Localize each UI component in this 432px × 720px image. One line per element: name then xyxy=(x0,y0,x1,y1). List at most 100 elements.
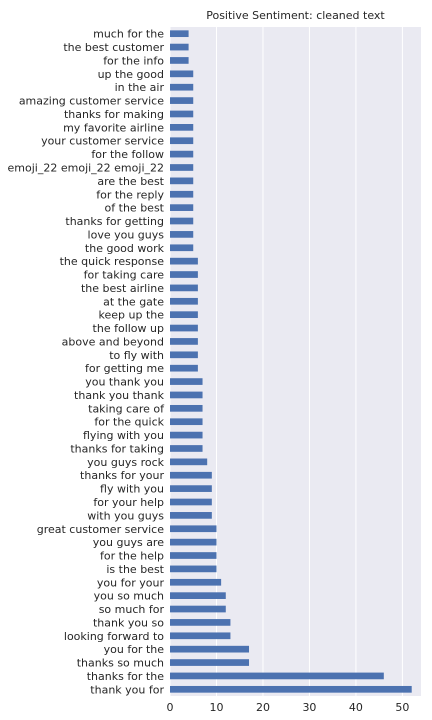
category-label: my favorite airline xyxy=(63,121,164,134)
bar xyxy=(170,498,212,506)
bar xyxy=(170,445,203,452)
category-label: fly with you xyxy=(100,483,164,496)
category-label: you guys rock xyxy=(87,456,164,469)
bar xyxy=(170,645,250,653)
category-label: thanks for taking xyxy=(70,442,164,455)
category-label: amazing customer service xyxy=(19,95,164,108)
chart-title: Positive Sentiment: cleaned text xyxy=(206,9,385,22)
category-label: for getting me xyxy=(85,362,164,375)
bar xyxy=(170,164,194,171)
bar xyxy=(170,364,198,372)
bar xyxy=(170,672,384,680)
bar xyxy=(170,271,198,278)
bar xyxy=(170,525,217,533)
category-label: you for your xyxy=(97,576,165,589)
bar xyxy=(170,297,198,305)
bar xyxy=(170,619,231,626)
bar xyxy=(170,97,194,104)
bar xyxy=(170,431,203,439)
category-label: above and beyond xyxy=(62,335,164,348)
bar xyxy=(170,284,198,292)
category-label: love you guys xyxy=(88,228,165,241)
x-tick-label: 20 xyxy=(256,701,270,714)
bar xyxy=(170,57,189,64)
category-label: you guys are xyxy=(93,536,164,549)
bar xyxy=(170,338,198,345)
bar xyxy=(170,632,231,640)
bar xyxy=(170,391,203,399)
category-label: taking care of xyxy=(88,402,165,415)
category-label: for the info xyxy=(103,54,164,67)
category-label: is the best xyxy=(106,563,164,576)
category-label: the follow up xyxy=(93,322,164,335)
category-label: the best customer xyxy=(63,41,164,54)
bar xyxy=(170,204,194,211)
bar xyxy=(170,217,194,225)
category-label: for the help xyxy=(100,550,164,563)
category-label: the quick response xyxy=(60,255,165,268)
category-label: thanks for the xyxy=(87,670,165,683)
bar xyxy=(170,592,226,599)
bar xyxy=(170,311,198,319)
x-axis-ticks: 0 10 20 30 40 50 xyxy=(167,701,410,714)
category-label: to fly with xyxy=(109,349,164,362)
category-label: thank you thank xyxy=(74,389,165,402)
bar xyxy=(170,458,208,466)
category-label: thanks for getting xyxy=(65,215,164,228)
bar xyxy=(170,605,226,613)
bar xyxy=(170,659,250,666)
bar xyxy=(170,378,203,385)
bar xyxy=(170,578,222,586)
category-label: thank you so xyxy=(93,616,164,629)
bar xyxy=(170,565,217,573)
bar xyxy=(170,83,194,91)
category-label: your customer service xyxy=(41,135,164,148)
bar xyxy=(170,404,203,412)
category-label: great customer service xyxy=(37,523,165,536)
category-label: for your help xyxy=(93,496,164,509)
bar xyxy=(170,137,194,145)
bar xyxy=(170,351,198,359)
category-label: looking forward to xyxy=(64,630,164,643)
bar xyxy=(170,485,212,492)
bar xyxy=(170,685,412,693)
bar xyxy=(170,418,203,426)
bar xyxy=(170,471,212,479)
category-label: flying with you xyxy=(83,429,164,442)
bar xyxy=(170,110,194,118)
x-tick-label: 0 xyxy=(167,701,174,714)
bar xyxy=(170,43,189,51)
category-label: much for the xyxy=(93,28,164,41)
category-label: the good work xyxy=(85,242,165,255)
category-label: for the quick xyxy=(94,416,164,429)
bar xyxy=(170,512,212,519)
category-label: thanks for making xyxy=(64,108,164,121)
bar xyxy=(170,70,194,78)
category-label: thanks so much xyxy=(77,657,164,670)
bar xyxy=(170,177,194,185)
bar xyxy=(170,30,189,38)
x-tick-label: 50 xyxy=(395,701,409,714)
x-tick-label: 10 xyxy=(209,701,223,714)
category-label: for taking care xyxy=(84,269,165,282)
category-label: are the best xyxy=(97,175,164,188)
category-label: of the best xyxy=(105,202,165,215)
bar xyxy=(170,231,194,238)
bar xyxy=(170,552,217,559)
category-label: you so much xyxy=(94,590,164,603)
category-label: thanks for your xyxy=(80,469,164,482)
category-label: the best airline xyxy=(81,282,164,295)
category-label: so much for xyxy=(99,603,165,616)
bar xyxy=(170,257,198,265)
category-label: keep up the xyxy=(99,309,165,322)
bars xyxy=(170,30,412,693)
category-label: with you guys xyxy=(87,509,164,522)
x-tick-label: 40 xyxy=(349,701,363,714)
bar xyxy=(170,538,217,546)
bar xyxy=(170,190,194,198)
category-label: for the follow xyxy=(91,148,164,161)
category-label: in the air xyxy=(115,81,165,94)
category-label: at the gate xyxy=(103,295,164,308)
bar xyxy=(170,150,194,158)
